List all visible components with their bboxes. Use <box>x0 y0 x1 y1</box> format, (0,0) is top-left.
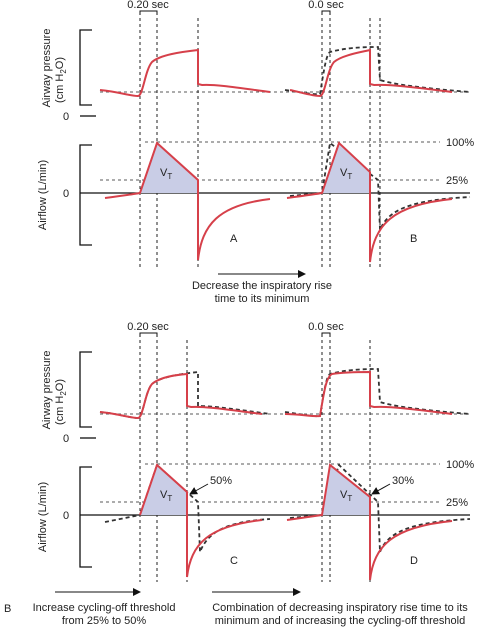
subscript: T <box>347 172 352 181</box>
vt-main: V <box>160 167 168 179</box>
vt-label: VT <box>160 489 172 503</box>
vt-main: V <box>160 489 168 501</box>
vt-label: VT <box>160 167 172 181</box>
subscript: 2 <box>59 69 68 74</box>
pressure-label: Airway pressure(cm H2O) <box>41 351 68 430</box>
flow-label: Airflow (L/min) <box>37 482 49 552</box>
panel-bottom <box>79 332 471 582</box>
time-label: 0.0 sec <box>308 321 344 333</box>
curve-letter: A <box>230 233 238 245</box>
pressure-label-line: O) <box>54 57 66 69</box>
caption: time to its minimum <box>215 293 310 305</box>
pressure-label-line: (cm H <box>54 396 66 425</box>
time-label: 0.0 sec <box>308 0 344 11</box>
cycle-label: 30% <box>392 475 414 487</box>
curve-letter: B <box>410 233 417 245</box>
threshold-label: 100% <box>446 459 474 471</box>
subscript: 2 <box>59 391 68 396</box>
time-label: 0.20 sec <box>127 0 169 11</box>
threshold-label: 25% <box>446 175 468 187</box>
time-label: 0.20 sec <box>127 321 169 333</box>
pressure-label-line: Airway pressure <box>41 29 53 108</box>
caption: from 25% to 50% <box>62 615 147 627</box>
curve-letter: D <box>410 555 418 567</box>
vt-label: VT <box>340 489 352 503</box>
threshold-label: 100% <box>446 137 474 149</box>
flow-label: Airflow (L/min) <box>37 160 49 230</box>
pressure-label-line: O) <box>54 379 66 391</box>
vt-main: V <box>340 167 348 179</box>
caption: Combination of decreasing inspiratory ri… <box>212 602 468 614</box>
zero-label: 0 <box>63 433 69 445</box>
pressure-label: Airway pressure(cm H2O) <box>41 29 68 108</box>
zero-label: 0 <box>63 510 69 522</box>
vt-main: V <box>340 489 348 501</box>
zero-label: 0 <box>63 188 69 200</box>
pressure-label-line: Airway pressure <box>41 351 53 430</box>
threshold-label: 25% <box>446 497 468 509</box>
figure-label: B <box>4 603 11 615</box>
cycle-label: 50% <box>210 475 232 487</box>
subscript: T <box>167 172 172 181</box>
caption: minimum and of increasing the cycling-of… <box>215 615 465 627</box>
panel-top <box>79 10 471 278</box>
curve-letter: C <box>230 555 238 567</box>
caption: Decrease the inspiratory rise <box>192 280 332 292</box>
subscript: T <box>347 494 352 503</box>
caption: Increase cycling-off threshold <box>33 602 176 614</box>
vt-label: VT <box>340 167 352 181</box>
zero-label: 0 <box>63 111 69 123</box>
pressure-label-line: (cm H <box>54 74 66 103</box>
subscript: T <box>167 494 172 503</box>
